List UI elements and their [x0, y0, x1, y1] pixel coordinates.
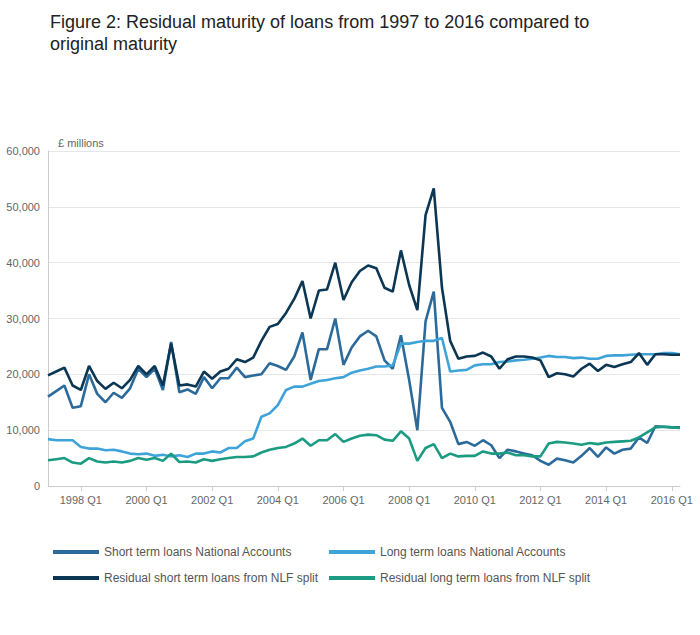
svg-text:50,000: 50,000: [6, 201, 40, 213]
svg-text:2008 Q1: 2008 Q1: [388, 494, 430, 506]
svg-text:30,000: 30,000: [6, 313, 40, 325]
svg-text:40,000: 40,000: [6, 257, 40, 269]
svg-text:2006 Q1: 2006 Q1: [322, 494, 364, 506]
svg-text:£ millions: £ millions: [58, 137, 104, 149]
svg-text:Residual long term loans from: Residual long term loans from NLF split: [380, 571, 591, 585]
svg-text:0: 0: [34, 480, 40, 492]
svg-text:2014 Q1: 2014 Q1: [585, 494, 627, 506]
svg-text:1998 Q1: 1998 Q1: [60, 494, 102, 506]
svg-text:2016 Q1: 2016 Q1: [651, 494, 693, 506]
svg-text:Residual short term loans from: Residual short term loans from NLF split: [104, 571, 319, 585]
svg-text:2002 Q1: 2002 Q1: [191, 494, 233, 506]
svg-text:Short term loans National Acco: Short term loans National Accounts: [104, 545, 291, 559]
svg-text:2012 Q1: 2012 Q1: [519, 494, 561, 506]
svg-text:Long term loans National Accou: Long term loans National Accounts: [380, 545, 565, 559]
svg-text:2004 Q1: 2004 Q1: [257, 494, 299, 506]
svg-text:2010 Q1: 2010 Q1: [454, 494, 496, 506]
svg-text:60,000: 60,000: [6, 145, 40, 157]
svg-text:Figure 2: Residual maturity of: Figure 2: Residual maturity of loans fro…: [50, 12, 594, 32]
svg-text:2000 Q1: 2000 Q1: [125, 494, 167, 506]
svg-text:original maturity: original maturity: [50, 34, 177, 54]
svg-text:10,000: 10,000: [6, 424, 40, 436]
svg-text:20,000: 20,000: [6, 368, 40, 380]
